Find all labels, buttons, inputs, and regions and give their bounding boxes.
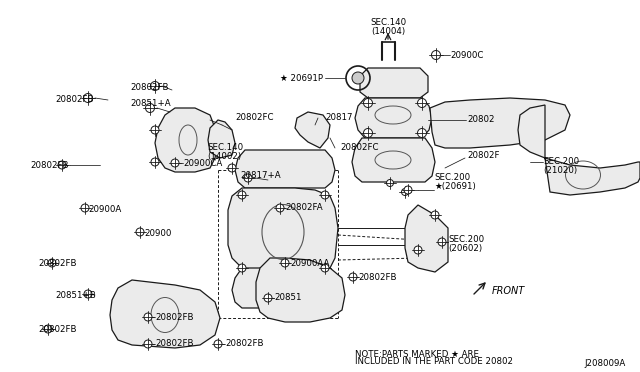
Text: 20817: 20817: [325, 113, 353, 122]
Circle shape: [171, 159, 179, 167]
Polygon shape: [208, 120, 235, 158]
Circle shape: [151, 126, 159, 134]
Polygon shape: [405, 205, 448, 272]
Text: FRONT: FRONT: [492, 286, 525, 296]
Circle shape: [44, 325, 52, 333]
Circle shape: [58, 161, 66, 169]
Circle shape: [417, 99, 426, 108]
Circle shape: [281, 259, 289, 267]
Circle shape: [244, 174, 252, 182]
Text: 20802FB: 20802FB: [38, 326, 77, 334]
Text: (14002): (14002): [207, 152, 241, 161]
Circle shape: [150, 81, 159, 90]
Text: ★ 20691P: ★ 20691P: [280, 74, 323, 83]
Circle shape: [352, 72, 364, 84]
Circle shape: [387, 180, 394, 186]
Circle shape: [321, 264, 329, 272]
Polygon shape: [155, 108, 218, 172]
Text: SEC.200: SEC.200: [543, 157, 579, 166]
Text: ★(20691): ★(20691): [434, 182, 476, 191]
Text: 20802FB: 20802FB: [155, 340, 193, 349]
Text: 20900AA: 20900AA: [290, 260, 330, 269]
Text: (21020): (21020): [543, 166, 577, 175]
Text: 20802FB: 20802FB: [155, 314, 193, 323]
Text: 20900C: 20900C: [450, 51, 483, 61]
Circle shape: [81, 204, 89, 212]
Text: 20802FB: 20802FB: [30, 160, 68, 170]
Text: 20802FB: 20802FB: [38, 260, 77, 269]
Circle shape: [431, 211, 439, 219]
Text: 20851+A: 20851+A: [130, 99, 171, 108]
Polygon shape: [232, 268, 335, 308]
Text: SEC.140: SEC.140: [370, 18, 406, 27]
Text: 20802FC: 20802FC: [235, 113, 273, 122]
Polygon shape: [518, 105, 640, 195]
Text: SEC.200: SEC.200: [434, 173, 470, 182]
Text: SEC.140: SEC.140: [207, 143, 243, 152]
Circle shape: [238, 191, 246, 199]
Text: (14004): (14004): [371, 27, 405, 36]
Text: 20817+A: 20817+A: [240, 170, 280, 180]
Text: 20802FC: 20802FC: [340, 144, 378, 153]
Polygon shape: [430, 98, 570, 148]
Circle shape: [349, 273, 357, 281]
Circle shape: [228, 164, 236, 172]
Circle shape: [144, 340, 152, 348]
Polygon shape: [228, 188, 338, 278]
Text: J208009A: J208009A: [585, 359, 626, 369]
Text: 20802: 20802: [467, 115, 495, 125]
Circle shape: [321, 191, 329, 199]
Polygon shape: [355, 98, 432, 138]
Circle shape: [414, 246, 422, 254]
Circle shape: [83, 93, 93, 103]
Circle shape: [276, 204, 284, 212]
Text: INCLUDED IN THE PART CODE 20802: INCLUDED IN THE PART CODE 20802: [355, 357, 513, 366]
Circle shape: [84, 290, 92, 298]
Circle shape: [48, 259, 56, 267]
Circle shape: [364, 128, 372, 138]
Circle shape: [401, 189, 408, 196]
Circle shape: [144, 313, 152, 321]
Circle shape: [151, 158, 159, 166]
Text: SEC.200: SEC.200: [448, 235, 484, 244]
Circle shape: [264, 294, 272, 302]
Polygon shape: [256, 258, 345, 322]
Circle shape: [438, 238, 446, 246]
Polygon shape: [360, 68, 428, 98]
Text: 20802FB: 20802FB: [130, 83, 168, 92]
Text: NOTE:PARTS MARKED ★ ARE: NOTE:PARTS MARKED ★ ARE: [355, 350, 479, 359]
Text: 20900: 20900: [144, 230, 172, 238]
Text: 20851: 20851: [274, 294, 301, 302]
Polygon shape: [295, 112, 330, 148]
Text: 20851+B: 20851+B: [55, 291, 96, 299]
Text: 20802F: 20802F: [467, 151, 499, 160]
Polygon shape: [235, 150, 335, 188]
Text: 20802FA: 20802FA: [285, 203, 323, 212]
Circle shape: [136, 228, 144, 236]
Circle shape: [238, 264, 246, 272]
Circle shape: [214, 340, 222, 348]
Circle shape: [431, 51, 440, 60]
Text: 20802FB: 20802FB: [358, 273, 397, 282]
Text: 20802FB: 20802FB: [225, 340, 264, 349]
Polygon shape: [110, 280, 220, 348]
Text: 20802FB: 20802FB: [55, 96, 93, 105]
Circle shape: [417, 128, 426, 138]
Polygon shape: [352, 138, 435, 182]
Circle shape: [404, 186, 412, 194]
Text: 20900CA: 20900CA: [183, 158, 222, 167]
Text: (20602): (20602): [448, 244, 482, 253]
Circle shape: [364, 99, 372, 108]
Circle shape: [145, 103, 154, 112]
Text: 20900A: 20900A: [88, 205, 121, 215]
